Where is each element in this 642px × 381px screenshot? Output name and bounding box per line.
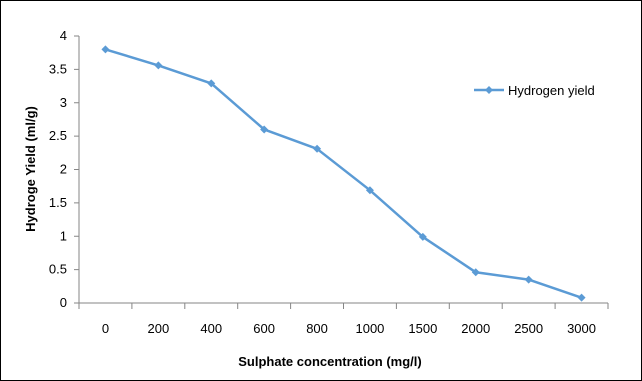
y-tick-label: 0	[60, 295, 67, 310]
x-tick-label: 1500	[408, 321, 437, 336]
y-tick-label: 1	[60, 228, 67, 243]
x-tick-label: 400	[200, 321, 222, 336]
plot-area	[101, 45, 586, 302]
axes	[74, 35, 609, 309]
legend-diamond-marker-icon	[485, 86, 493, 94]
data-point-marker	[207, 79, 216, 88]
data-point-marker	[313, 144, 322, 153]
data-point-marker	[577, 293, 586, 302]
series-line	[105, 48, 582, 299]
x-tick-label: 0	[102, 321, 109, 336]
x-tick-label: 800	[306, 321, 328, 336]
legend-label: Hydrogen yield	[508, 83, 595, 98]
x-tick-labels: 0 200 400 600 800 1000 1500 2000 2500 3000	[102, 321, 596, 336]
y-tick-label: 2	[60, 162, 67, 177]
data-point-marker	[471, 268, 480, 277]
data-point-marker	[154, 61, 163, 70]
y-tick-label: 3	[60, 95, 67, 110]
x-axis-title: Sulphate concentration (mg/l)	[238, 354, 421, 369]
y-tick-label: 0.5	[49, 262, 67, 277]
data-point-marker	[524, 275, 533, 284]
data-point-marker	[365, 186, 374, 195]
y-tick-labels: 0 0.5 1 1.5 2 2.5 3 3.5 4	[49, 28, 67, 310]
data-point-marker	[418, 232, 427, 241]
x-tick-label: 2000	[461, 321, 490, 336]
y-tick-label: 4	[60, 28, 67, 43]
legend: Hydrogen yield	[474, 83, 595, 98]
data-point-marker	[260, 125, 269, 134]
y-axis-title: Hydroge Yield (ml/g)	[23, 106, 38, 232]
data-point-marker	[101, 45, 110, 54]
y-tick-label: 1.5	[49, 195, 67, 210]
x-tick-label: 200	[147, 321, 169, 336]
x-tick-label: 1000	[355, 321, 384, 336]
y-tick-label: 3.5	[49, 61, 67, 76]
x-tick-label: 2500	[514, 321, 543, 336]
x-tick-label: 3000	[567, 321, 596, 336]
y-tick-label: 2.5	[49, 128, 67, 143]
x-tick-label: 600	[253, 321, 275, 336]
